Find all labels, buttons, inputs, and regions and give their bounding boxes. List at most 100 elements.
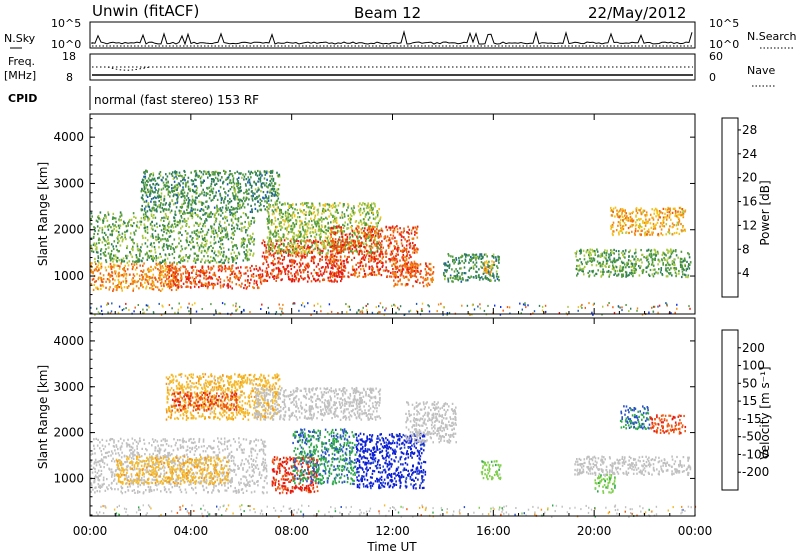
scatter-cell [91,250,93,253]
scatter-cell [343,259,345,263]
scatter-cell [453,258,456,261]
scatter-cell [184,201,186,204]
scatter-cell [191,200,193,203]
scatter-cell [346,238,348,241]
scatter-cell [351,248,354,251]
scatter-cell [401,244,404,247]
scatter-cell [197,231,200,234]
scatter-cell [200,175,203,178]
scatter-cell [171,243,174,246]
scatter-cell [156,192,159,195]
scatter-cell [238,270,241,273]
scatter-cell [248,188,250,191]
scatter-cell [204,243,207,246]
scatter-cell [269,240,271,243]
scatter-cell [287,221,289,224]
scatter-cell [382,255,384,259]
scatter-cell [240,198,242,202]
scatter-cell [218,171,220,174]
scatter-cell [167,268,170,272]
scatter-cell [259,198,262,201]
scatter-cell [147,177,150,180]
scatter-cell [169,235,172,238]
scatter-cell [133,280,135,283]
scatter-cell [488,265,490,268]
scatter-cell [404,284,407,287]
scatter-cell [159,195,161,199]
scatter-cell [284,227,287,230]
scatter-cell [371,246,374,249]
scatter-cell [245,272,247,275]
scatter-cell [212,256,215,259]
scatter-cell [478,255,481,258]
scatter-cell [402,231,405,234]
scatter-cell [124,279,127,283]
scatter-cell [191,276,194,279]
scatter-cell [266,185,268,188]
scatter-cell [236,170,239,173]
scatter-cell [307,247,310,250]
scatter-cell [296,253,299,256]
scatter-cell [313,206,316,209]
scatter-cell [239,187,241,190]
scatter-cell [288,231,290,234]
scatter-cell [201,265,204,268]
scatter-cell [296,216,299,219]
scatter-cell [616,274,618,277]
scatter-cell [377,247,379,250]
scatter-cell [295,250,297,253]
scatter-cell [381,251,383,254]
scatter-cell [243,178,245,181]
scatter-cell [273,194,276,197]
scatter-cell [400,268,402,271]
scatter-cell [469,267,471,270]
scatter-cell [419,272,421,275]
scatter-cell [486,271,488,275]
scatter-cell [401,256,403,259]
scatter-cell [368,251,371,254]
scatter-cell [169,261,171,264]
scatter-cell [622,255,625,258]
scatter-cell [423,279,426,282]
scatter-cell [151,214,153,217]
scatter-cell [93,244,96,247]
scatter-cell [338,273,340,276]
scatter-cell [413,260,416,263]
scatter-cell [304,268,306,271]
scatter-cell [172,226,175,229]
scatter-cell [155,208,158,211]
scatter-cell [378,268,381,271]
scatter-cell [208,197,211,200]
scatter-cell [400,231,403,234]
scatter-cell [132,245,134,248]
scatter-cell [224,259,226,262]
scatter-cell [198,246,201,249]
scatter-cell [167,283,169,286]
scatter-cell [112,245,114,248]
scatter-cell [135,224,138,227]
scatter-cell [594,250,596,253]
scatter-cell [278,269,280,272]
scatter-cell [223,262,225,265]
scatter-cell [271,272,273,275]
scatter-cell [296,263,298,266]
scatter-cell [393,285,395,288]
scatter-cell [333,215,336,218]
scatter-cell [681,270,684,273]
scatter-cell [207,249,209,252]
scatter-cell [277,260,280,263]
scatter-cell [591,270,593,273]
scatter-cell [226,216,228,219]
scatter-cell [117,235,119,238]
scatter-cell [112,282,114,285]
scatter-cell [203,236,206,240]
scatter-cell [169,268,171,271]
scatter-cell [402,256,405,260]
scatter-cell [291,214,293,217]
scatter-cell [225,255,227,258]
scatter-cell [233,195,235,198]
scatter-cell [371,235,374,238]
scatter-cell [273,277,275,280]
scatter-cell [307,275,309,278]
scatter-cell [176,177,178,180]
